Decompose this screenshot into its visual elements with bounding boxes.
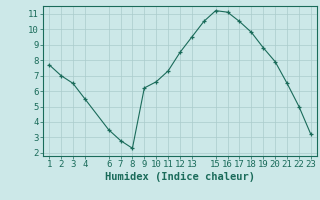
X-axis label: Humidex (Indice chaleur): Humidex (Indice chaleur) xyxy=(105,172,255,182)
